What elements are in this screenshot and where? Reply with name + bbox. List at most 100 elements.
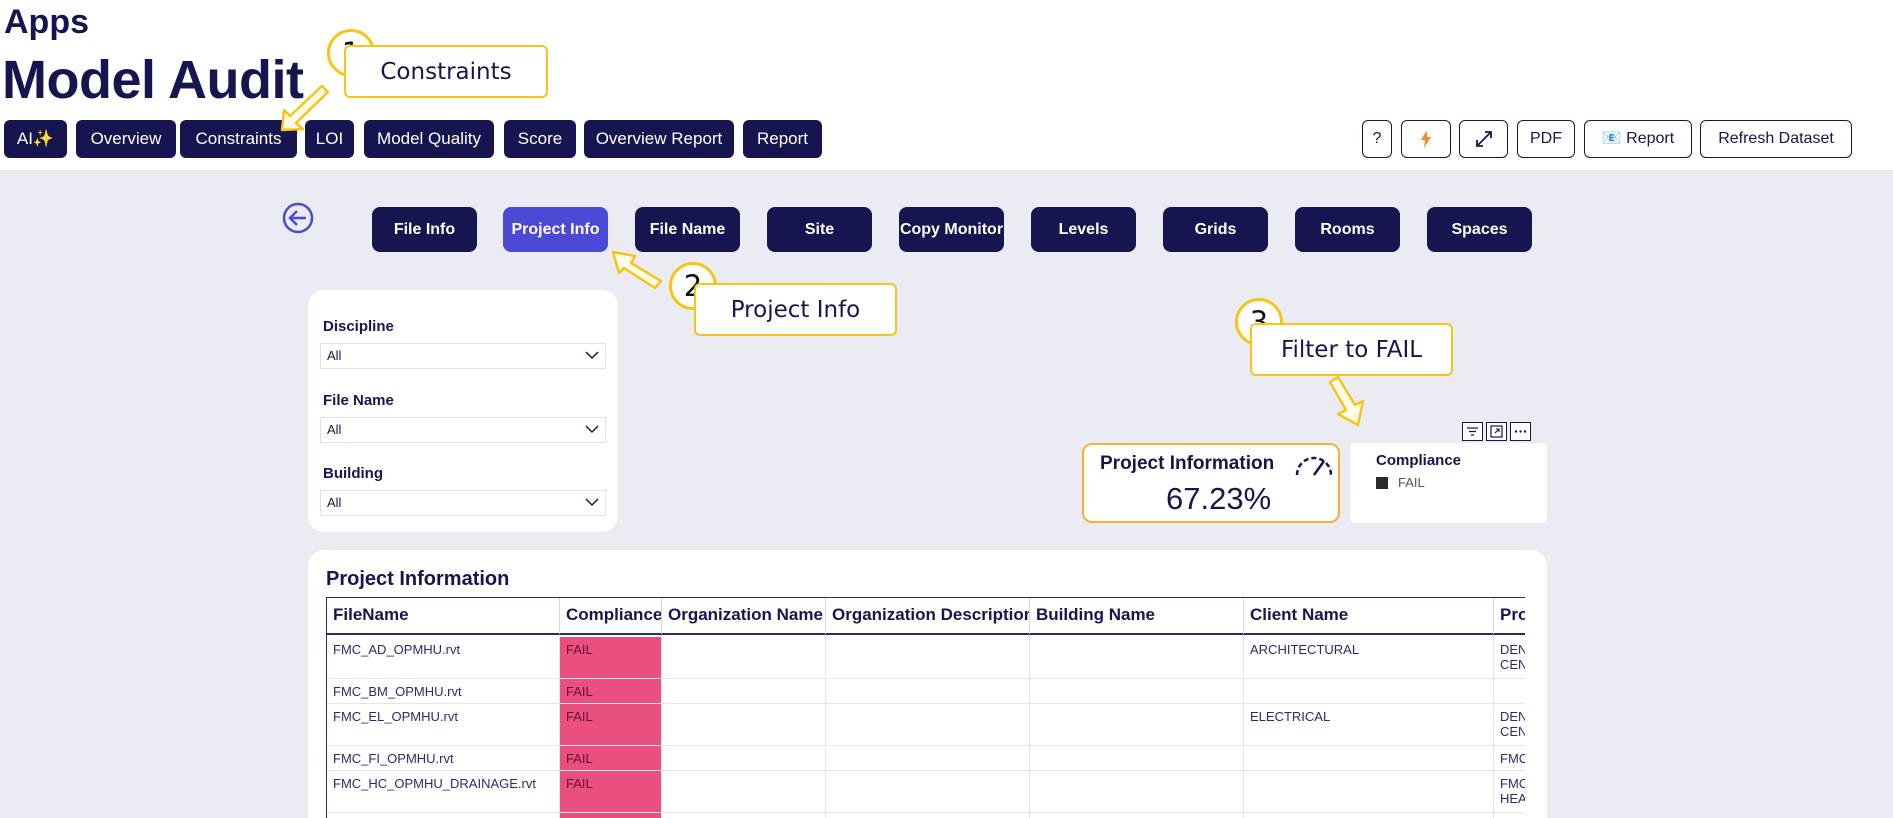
tab-overview-report[interactable]: Overview Report [584,120,734,158]
project-information-kpi-card[interactable]: Project Information 67.23% [1082,443,1340,523]
nav-rooms[interactable]: Rooms [1295,207,1400,252]
tab-overview[interactable]: Overview [76,120,176,158]
top-header: Apps Model Audit AI✨ Overview Constraint… [0,0,1893,170]
table-row[interactable]: FMC_EL_OPMHU.rvt FAIL ELECTRICAL DEN CEN [327,704,1525,746]
slicer-label-file-name: File Name [323,392,394,409]
cell-client-name [1244,813,1494,818]
discipline-dropdown[interactable]: All [320,343,606,369]
nav-file-info[interactable]: File Info [372,207,477,252]
cell-filename: FMC_AD_OPMHU.rvt [327,637,560,678]
column-header-client-name[interactable]: Client Name [1244,598,1494,634]
nav-grids[interactable]: Grids [1163,207,1268,252]
cell-compliance: FAIL [560,637,662,678]
cell-compliance: FAIL [560,746,662,770]
flash-button[interactable] [1401,120,1451,158]
pdf-button[interactable]: PDF [1517,120,1575,158]
cell-organization-name [662,679,826,703]
cell-compliance: FAIL [560,771,662,812]
cell-organization-name [662,813,826,818]
column-header-organization-name[interactable]: Organization Name [662,598,826,634]
back-arrow-icon[interactable] [282,202,314,234]
nav-copy-monitor[interactable]: Copy Monitor [899,207,1004,252]
cell-compliance: FAIL [560,679,662,703]
cell-client-name [1244,746,1494,770]
lightning-icon [1421,130,1431,148]
nav-file-name[interactable]: File Name [635,207,740,252]
refresh-dataset-button[interactable]: Refresh Dataset [1700,120,1852,158]
table-row[interactable]: FMC_AD_OPMHU.rvt FAIL ARCHITECTURAL DEN CEN [327,637,1525,679]
cell-project: FMC [1494,746,1525,770]
callout-number-2: 2 [669,262,717,310]
file-name-dropdown[interactable]: All [320,417,606,443]
nav-levels[interactable]: Levels [1031,207,1136,252]
cell-filename: FMC_HC_OPMHU_DRAINAGE.rvt [327,771,560,812]
column-header-building-name[interactable]: Building Name [1030,598,1244,634]
cell-project [1494,679,1525,703]
cell-project [1494,813,1525,818]
tab-model-quality[interactable]: Model Quality [364,120,494,158]
tab-score[interactable]: Score [504,120,576,158]
legend-swatch-fail [1376,477,1388,489]
cell-organization-description [826,637,1030,678]
cell-filename [327,813,560,818]
kpi-value: 67.23% [1166,481,1272,516]
cell-client-name [1244,679,1494,703]
nav-spaces[interactable]: Spaces [1427,207,1532,252]
page-title: Model Audit [2,50,304,110]
cell-project: DEN CEN [1494,704,1525,745]
chevron-down-icon [585,498,599,507]
column-header-project[interactable]: Pro [1500,605,1525,624]
cell-project: DEN CEN [1494,637,1525,678]
building-dropdown[interactable]: All [320,490,606,516]
callout-constraints: Constraints [344,45,548,98]
column-header-filename[interactable]: FileName [327,598,560,634]
chevron-down-icon [585,425,599,434]
legend-title: Compliance [1376,452,1462,469]
tab-loi[interactable]: LOI [305,120,354,158]
cell-building-name [1030,771,1244,812]
table-row[interactable] [327,813,1525,818]
kpi-title: Project Information [1100,453,1275,474]
legend-item-fail[interactable]: FAIL [1398,475,1425,490]
slicer-panel: Discipline All File Name All Building Al… [308,290,618,532]
cell-building-name [1030,704,1244,745]
nav-site[interactable]: Site [767,207,872,252]
discipline-value: All [327,348,342,363]
compliance-legend: Compliance FAIL [1350,443,1547,523]
focus-mode-icon[interactable] [1486,422,1507,441]
cell-project: FMC HEA [1494,771,1525,812]
building-value: All [327,495,342,510]
cell-organization-name [662,746,826,770]
cell-compliance [560,813,662,818]
tab-report[interactable]: Report [743,120,822,158]
table-title: Project Information [326,568,510,590]
cell-building-name [1030,813,1244,818]
project-information-table-card: Project Information FileName Compliance … [308,550,1547,818]
filter-icon[interactable] [1462,422,1483,441]
cell-filename: FMC_EL_OPMHU.rvt [327,704,560,745]
help-button[interactable]: ? [1362,120,1392,158]
table-row[interactable]: FMC_BM_OPMHU.rvt FAIL [327,679,1525,704]
tab-constraints[interactable]: Constraints [180,120,297,158]
column-header-organization-description[interactable]: Organization Description [826,598,1030,634]
cell-organization-description [826,679,1030,703]
callout-project-info: Project Info [694,283,897,336]
slicer-label-discipline: Discipline [323,318,394,335]
file-name-value: All [327,422,342,437]
email-report-button[interactable]: 📧 Report [1584,120,1692,158]
project-information-table: FileName Compliance Organization Name Or… [326,597,1525,818]
column-header-compliance[interactable]: Compliance [560,598,662,634]
apps-label: Apps [4,3,89,41]
expand-icon [1475,131,1492,147]
cell-organization-description [826,771,1030,812]
fullscreen-button[interactable] [1459,120,1508,158]
table-header-row: FileName Compliance Organization Name Or… [327,597,1525,635]
cell-client-name: ELECTRICAL [1244,704,1494,745]
cell-building-name [1030,679,1244,703]
more-options-icon[interactable] [1510,422,1531,441]
tab-ai[interactable]: AI✨ [4,120,67,158]
callout-filter-to-fail: Filter to FAIL [1250,323,1453,376]
nav-project-info[interactable]: Project Info [503,207,608,252]
